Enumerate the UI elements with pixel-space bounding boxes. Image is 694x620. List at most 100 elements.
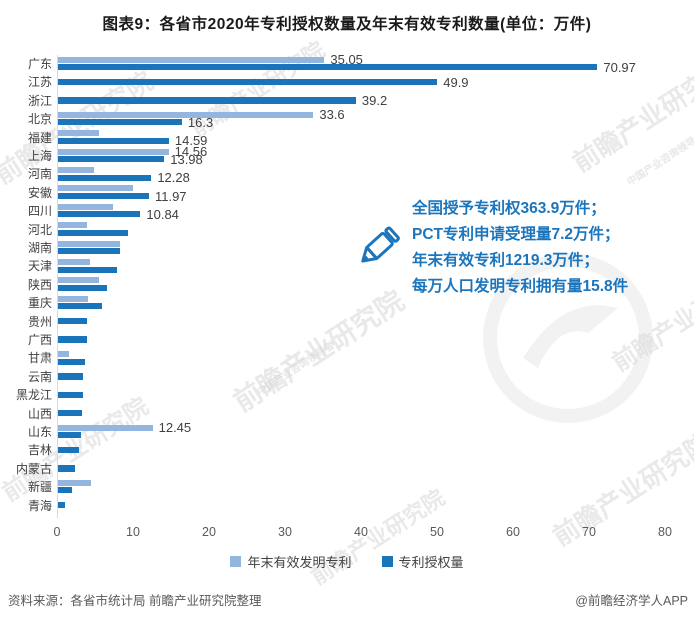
bar-valid-patents xyxy=(58,351,69,357)
category-label: 甘肃 xyxy=(27,351,52,366)
bar-granted-patents xyxy=(58,373,84,380)
value-label: 14.56 xyxy=(174,144,208,160)
bar-granted-patents xyxy=(58,119,182,126)
category-label: 湖南 xyxy=(27,241,52,255)
category-label: 北京 xyxy=(27,112,52,127)
legend: 年末有效发明专利 专利授权量 xyxy=(0,552,694,571)
bar-valid-patents xyxy=(58,222,87,229)
source-note: 资料来源：各省市统计局 前瞻产业研究院整理 xyxy=(8,594,262,608)
category-label: 浙江 xyxy=(27,93,52,108)
legend-item-valid-patents: 年末有效发明专利 xyxy=(230,552,352,571)
chart-title: 图表9：各省市2020年专利授权数量及年末有效专利数量(单位：万件) xyxy=(102,16,592,33)
national-stats-annotation: 全国授予专利权363.9万件； PCT专利申请受理量7.2万件； 年末有效专利121… xyxy=(352,196,628,300)
bar-granted-patents xyxy=(58,211,141,218)
legend-swatch-light xyxy=(230,556,242,567)
category-label: 上海 xyxy=(27,149,52,163)
legend-item-granted-patents: 专利授权量 xyxy=(381,552,464,571)
bar-granted-patents xyxy=(58,446,80,454)
bar-valid-patents xyxy=(58,185,134,192)
category-label: 陕西 xyxy=(27,277,52,292)
bar-granted-patents xyxy=(58,97,356,104)
bar-granted-patents xyxy=(58,156,165,163)
category-label: 云南 xyxy=(27,369,52,384)
bar-valid-patents xyxy=(58,130,100,137)
x-tick-label: 30 xyxy=(278,525,292,539)
category-label: 吉林 xyxy=(27,443,52,458)
annotation-line: 每万人口发明专利拥有量15.8件 xyxy=(412,278,629,295)
category-label: 重庆 xyxy=(27,296,52,311)
bar-valid-patents xyxy=(58,111,314,118)
bar-granted-patents xyxy=(58,336,87,343)
bar-granted-patents xyxy=(58,174,152,181)
watermark-subtext: 中国产业咨询领导者 xyxy=(625,130,694,189)
bar-granted-patents xyxy=(58,410,83,417)
value-label: 33.6 xyxy=(319,107,345,123)
value-label: 49.9 xyxy=(443,74,469,90)
bar-granted-patents xyxy=(58,248,121,255)
category-label: 福建 xyxy=(27,130,52,145)
x-tick-label: 50 xyxy=(430,525,444,539)
bar-valid-patents xyxy=(58,148,169,155)
bar-granted-patents xyxy=(58,266,117,273)
legend-label: 年末有效发明专利 xyxy=(247,555,352,570)
x-tick-label: 10 xyxy=(126,525,140,539)
legend-swatch-dark xyxy=(381,556,393,567)
bar-granted-patents xyxy=(58,64,598,71)
x-tick-label: 80 xyxy=(658,525,672,539)
bar-granted-patents xyxy=(58,358,85,365)
category-label: 贵州 xyxy=(27,314,52,329)
y-axis-line xyxy=(57,55,58,518)
bar-granted-patents xyxy=(58,78,438,86)
bar-granted-patents xyxy=(58,487,72,494)
bar-valid-patents xyxy=(58,203,113,210)
legend-label: 专利授权量 xyxy=(398,555,464,570)
bar-granted-patents xyxy=(58,193,149,199)
annotation-line: 年末有效专利1219.3万件； xyxy=(412,252,599,269)
category-label: 青海 xyxy=(27,498,52,513)
category-label: 新疆 xyxy=(27,480,52,495)
annotation-line: 全国授予专利权363.9万件； xyxy=(412,200,606,217)
bar-valid-patents xyxy=(58,479,92,486)
bar-granted-patents xyxy=(58,285,108,291)
value-label: 16.3 xyxy=(187,114,214,130)
bar-granted-patents xyxy=(58,137,169,144)
x-tick-label: 20 xyxy=(202,525,216,539)
value-label: 11.97 xyxy=(154,188,187,204)
value-label: 39.2 xyxy=(361,92,388,108)
bar-granted-patents xyxy=(58,391,84,398)
value-label: 70.97 xyxy=(603,59,636,75)
bar-granted-patents xyxy=(58,229,128,236)
bar-valid-patents xyxy=(58,56,325,63)
bar-valid-patents xyxy=(58,240,121,247)
bar-valid-patents xyxy=(58,167,95,173)
value-label: 35.05 xyxy=(330,52,363,68)
bar-valid-patents xyxy=(58,295,88,302)
bar-valid-patents xyxy=(58,277,100,284)
value-label: 13.98 xyxy=(170,151,203,167)
bar-granted-patents xyxy=(58,432,81,439)
watermark-subtext: 中国产业咨询领导者 xyxy=(255,340,337,399)
category-label: 江苏 xyxy=(27,75,52,90)
annotation-line: PCT专利申请受理量7.2万件； xyxy=(412,226,620,243)
x-tick-label: 40 xyxy=(354,525,368,539)
value-label: 14.59 xyxy=(174,133,208,149)
category-label: 河南 xyxy=(27,167,52,182)
bar-granted-patents xyxy=(58,303,103,310)
annotation-text: 全国授予专利权363.9万件； PCT专利申请受理量7.2万件； 年末有效专利121… xyxy=(412,196,628,300)
category-label: 内蒙古 xyxy=(15,461,52,476)
category-label: 河北 xyxy=(27,222,52,237)
category-label: 安徽 xyxy=(27,185,52,200)
category-label: 山东 xyxy=(27,425,52,439)
category-label: 山西 xyxy=(27,406,52,421)
pencil-icon xyxy=(361,226,400,263)
app-credit: @前瞻经济学人APP xyxy=(575,594,688,608)
category-label: 广东 xyxy=(27,57,52,71)
value-label: 12.28 xyxy=(157,170,190,186)
bar-valid-patents xyxy=(58,424,153,431)
value-label: 10.84 xyxy=(146,206,179,222)
bar-granted-patents xyxy=(58,318,87,325)
bar-granted-patents xyxy=(58,502,65,509)
category-label: 广西 xyxy=(27,333,52,347)
x-tick-label: 0 xyxy=(53,525,61,539)
